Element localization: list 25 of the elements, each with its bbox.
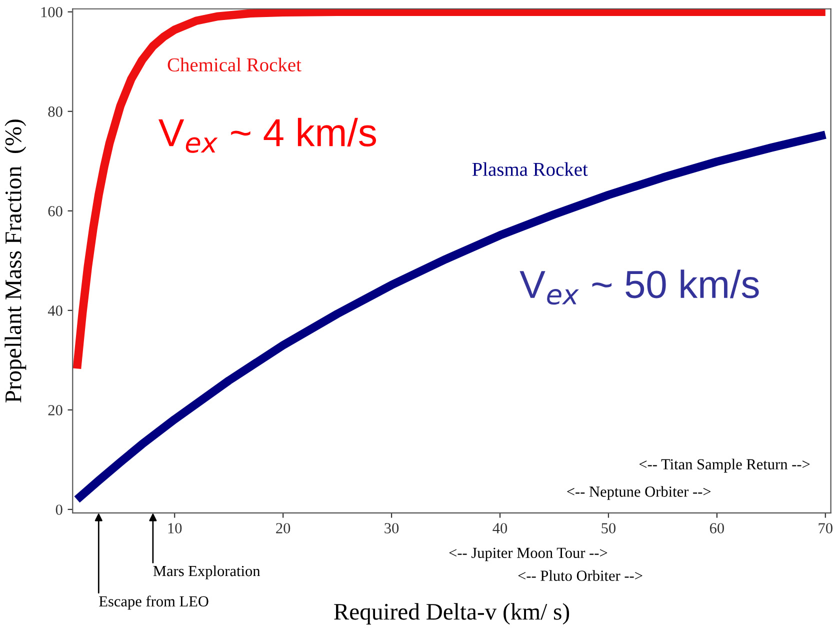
y-tick-label: 100 [41,7,62,18]
text: Escape from LEO [99,596,208,610]
text: <-- Pluto Orbiter --> [518,570,642,581]
x-tick-label: 20 [276,523,290,534]
text: Mars Exploration [153,565,260,580]
series-label: Chemical Rocket [168,58,302,72]
annotation: V$_{ex}$ ~ 50 km/s [520,270,759,305]
y-tick-label: 0 [56,504,62,515]
x-tick-label: 40 [492,523,508,534]
annotation: V$_{ex}$ ~ 4 km/s [158,118,376,153]
x-tick-label: 50 [602,523,616,534]
x-tick-label: 30 [384,523,399,534]
text: <-- Jupiter Moon Tour --> [449,548,608,562]
annotation: <-- Neptune Orbiter --> [567,486,711,500]
x-axis-title: Required Delta-v (km/ s) [334,603,570,625]
y-tick-label: 40 [48,306,62,316]
annotation: <-- Titan Sample Return --> [639,458,810,473]
y-tick-label: 60 [48,206,62,216]
x-tick-label: 10 [168,523,182,534]
series-label: Plasma Rocket [472,162,588,176]
y-tick-label: 20 [48,405,62,416]
x-tick-label: 60 [710,523,724,534]
y-tick-label: 80 [48,106,62,117]
y-axis-title: Propellant Mass Fraction (%) [4,120,26,403]
x-tick-label: 70 [818,523,832,534]
